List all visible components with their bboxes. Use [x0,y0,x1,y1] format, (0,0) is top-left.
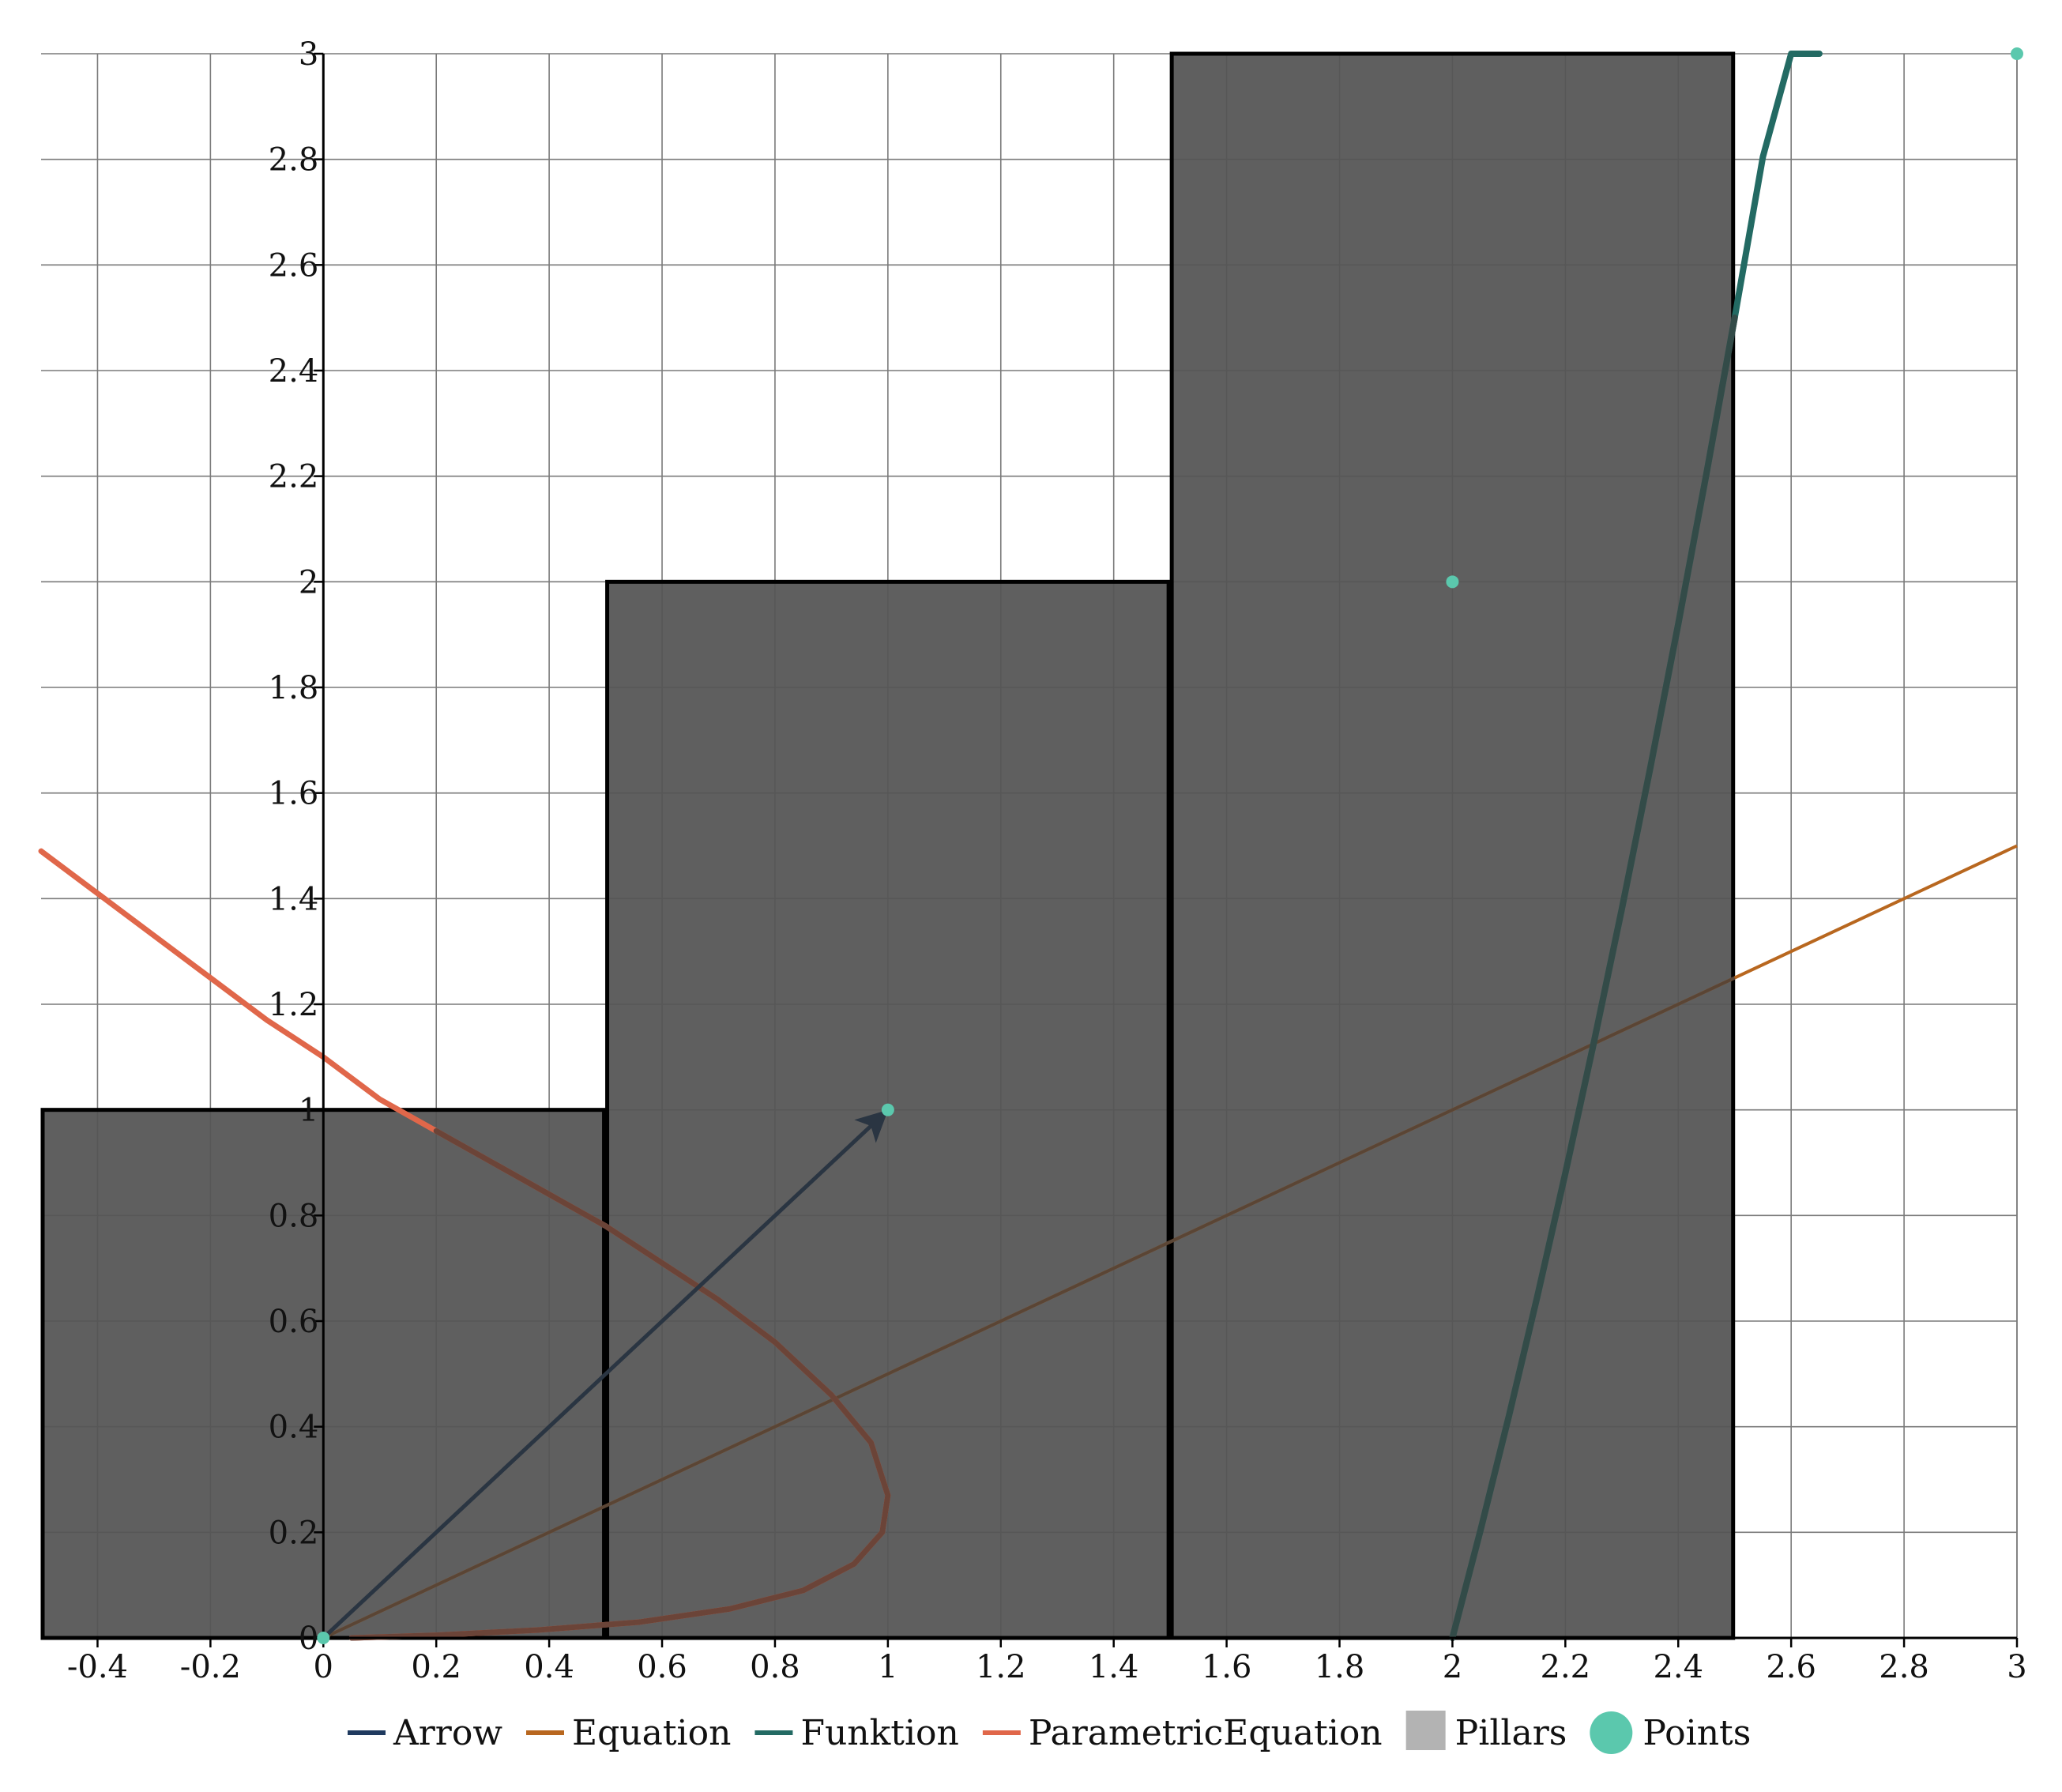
legend-item-pillars: Pillars [1405,1711,1567,1753]
axes [41,54,2017,1640]
y-tick-label-9: 1.8 [269,670,319,706]
tick-labels: -0.4 -0.2 0 0.2 0.4 0.6 0.8 1 1.2 1.4 1.6 1.8 2 2.2 2.… [67,36,2027,1685]
pillar-bar-2 [1169,51,1736,1640]
legend-item-parametricequation: ParametricEquation [982,1713,1383,1753]
y-tick-label-1: 0.2 [269,1515,319,1551]
y-tick-label-12: 2.4 [269,353,319,390]
x-tick-label-11: 1.8 [1315,1649,1365,1685]
y-tick-label-5: 1 [299,1093,318,1129]
legend-swatch-pillars [1405,1711,1446,1750]
y-tick-label-6: 1.2 [269,987,319,1023]
legend-label-equation: Equation [572,1713,731,1753]
y-tick-label-8: 1.6 [269,776,319,812]
x-tick-label-0: -0.4 [67,1649,128,1685]
legend-item-equation: Equation [526,1713,731,1753]
legend-item-arrow: Arrow [348,1713,502,1753]
y-tick-label-2: 0.4 [269,1410,319,1446]
x-tick-label-4: 0.4 [524,1649,574,1685]
x-tick-label-14: 2.4 [1653,1649,1703,1685]
y-tick-label-7: 1.4 [269,881,319,917]
legend-label-pillars: Pillars [1455,1713,1567,1753]
x-tick-label-15: 2.6 [1766,1649,1816,1685]
y-tick-label-14: 2.8 [269,142,319,179]
x-tick-label-17: 3 [2007,1649,2026,1685]
points-layer [317,47,2023,1644]
x-tick-label-1: -0.2 [180,1649,241,1685]
y-tick-label-13: 2.6 [269,247,319,284]
x-tick-label-16: 2.8 [1879,1649,1929,1685]
legend: Arrow Equation Funktion ParametricEquation P… [348,1711,1751,1754]
legend-label-funktion: Funktion [800,1713,958,1753]
y-tick-label-15: 3 [299,36,318,73]
x-tick-label-13: 2.2 [1541,1649,1591,1685]
x-tick-label-8: 1.2 [976,1649,1026,1685]
equation-line-over-pillars [322,976,1736,1640]
funktion-curve-over-pillars [1449,314,1738,1641]
arrow-vector [322,1109,889,1640]
y-tick-label-4: 0.8 [269,1198,319,1234]
x-tick-label-7: 1 [878,1649,897,1685]
x-tick-label-2: 0 [314,1649,333,1685]
legend-label-arrow: Arrow [393,1713,502,1753]
y-tick-label-3: 0.6 [269,1304,319,1340]
point-0 [317,1632,330,1644]
x-tick-label-6: 0.8 [750,1649,800,1685]
x-tick-label-10: 1.6 [1202,1649,1252,1685]
legend-item-funktion: Funktion [754,1713,959,1753]
x-tick-label-3: 0.2 [411,1649,461,1685]
point-2 [1446,575,1459,589]
series-lines [38,51,2018,1641]
x-tick-label-9: 1.4 [1089,1649,1139,1685]
legend-item-points: Points [1590,1711,1751,1754]
point-3 [2011,47,2023,60]
legend-swatch-points [1590,1711,1633,1754]
legend-label-points: Points [1642,1713,1751,1753]
parametric-equation-curve-over-pillars [348,1128,891,1641]
y-tick-label-10: 2 [299,564,318,600]
x-tick-label-5: 0.6 [637,1649,687,1685]
point-1 [881,1103,894,1116]
legend-label-parametricequation: ParametricEquation [1029,1713,1383,1753]
y-tick-label-0: 0 [299,1621,318,1657]
y-tick-label-11: 2.2 [269,459,319,495]
x-tick-label-12: 2 [1443,1649,1462,1685]
